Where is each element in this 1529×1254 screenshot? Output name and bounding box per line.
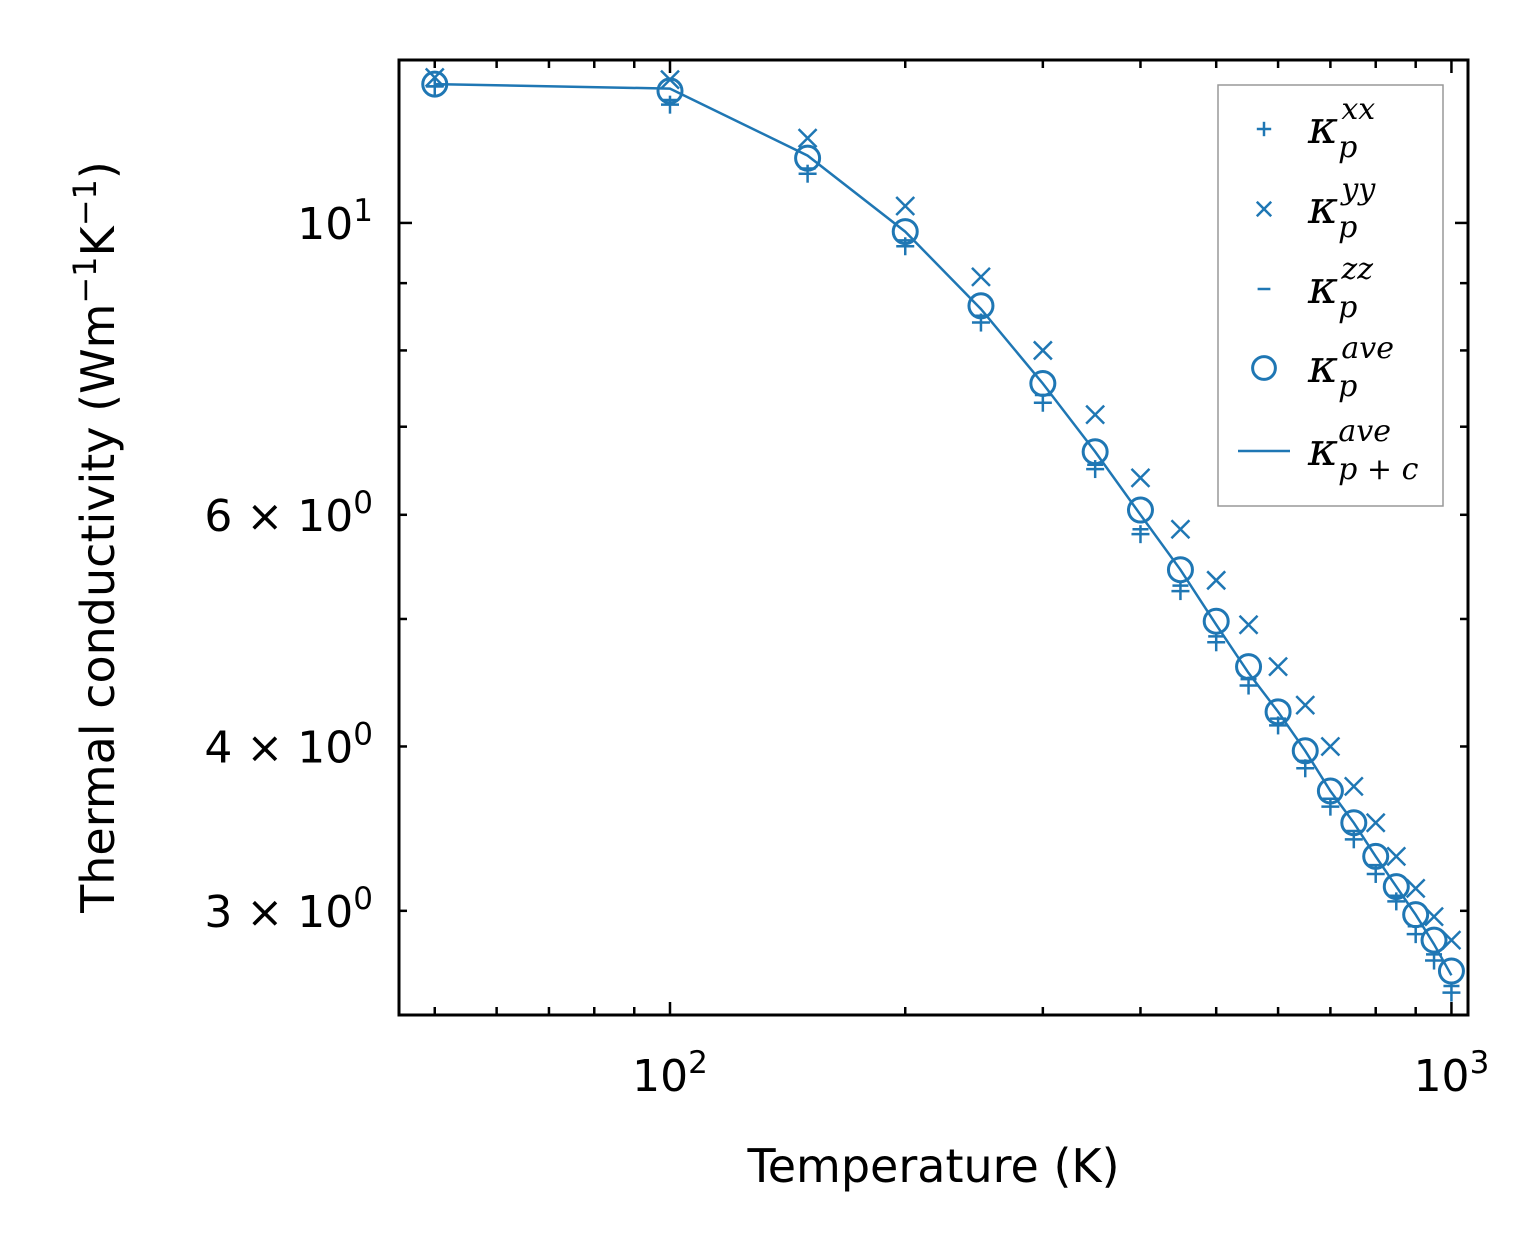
data-point-circle <box>1402 901 1430 929</box>
legend-marker-circle <box>1251 355 1277 381</box>
data-point-x <box>1032 340 1053 361</box>
legend-label: κpzz <box>1307 252 1373 325</box>
data-point-plus <box>1406 925 1425 944</box>
axes <box>397 58 1470 1017</box>
data-point-circle <box>1382 873 1410 901</box>
data-point-plus <box>660 95 679 114</box>
data-point-x <box>1295 695 1316 716</box>
series-line <box>434 82 1453 976</box>
y-tick-label: 4 × 100 <box>204 716 373 773</box>
data-point-x <box>971 266 991 287</box>
y-tick-label: 6 × 100 <box>204 485 373 542</box>
data-point-plus <box>1131 525 1150 544</box>
x-tick-label: 103 <box>1414 1045 1490 1102</box>
legend-label: κp + cave <box>1307 414 1419 487</box>
data-point-x <box>1365 812 1386 833</box>
data-point-circle <box>1126 496 1154 524</box>
data-point-circle <box>967 292 995 320</box>
data-point-x <box>895 196 916 216</box>
plot-area <box>421 67 1465 1002</box>
data-point-x <box>1405 878 1426 899</box>
data-point-x <box>1170 519 1191 540</box>
data-point-circle <box>1291 737 1319 765</box>
data-point-circle <box>1340 809 1368 837</box>
data-point-circle <box>1235 653 1263 681</box>
plot-frame <box>397 58 1470 1017</box>
data-point-x <box>1268 656 1288 677</box>
data-point-x <box>1343 776 1364 797</box>
data-point-circle <box>891 218 919 246</box>
legend-entry: κpave <box>1251 331 1394 404</box>
data-point-circle <box>1166 556 1194 584</box>
y-tick-label: 3 × 100 <box>204 881 373 938</box>
data-point-x <box>1238 614 1259 635</box>
x-tick-label: 102 <box>632 1045 708 1102</box>
legend-label: κpave <box>1307 331 1394 404</box>
axis-labels: 102 103 101 6 × 100 4 × 100 3 × 100 Temperatur… <box>66 161 1489 1193</box>
data-point-x <box>1320 736 1341 757</box>
legend-box <box>1217 84 1444 507</box>
data-point-circle <box>1202 607 1230 635</box>
legend-marker-plus <box>1256 121 1272 137</box>
y-tick-label: 101 <box>297 193 373 250</box>
legend-entry: κp + cave <box>1238 414 1419 487</box>
data-point-x <box>1085 404 1106 425</box>
data-point-circle <box>1316 777 1344 805</box>
data-point-x <box>1130 468 1151 488</box>
y-axis-title: Thermal conductivity (Wm−1K−1) <box>66 161 125 914</box>
data-point-circle <box>1362 842 1390 870</box>
data-point-x <box>797 128 818 149</box>
data-point-circle <box>1437 957 1465 985</box>
legend-entry: κpxx <box>1256 92 1375 165</box>
legend-label: κpxx <box>1307 92 1375 165</box>
data-point-circle <box>1264 698 1292 726</box>
legend-entry: κpzz <box>1257 252 1373 325</box>
data-point-circle <box>794 144 822 172</box>
data-point-circle <box>1420 926 1448 954</box>
data-point-circle <box>1029 370 1057 398</box>
data-point-x <box>1206 570 1227 591</box>
legend-marker-x <box>1255 200 1273 218</box>
data-point-x <box>1386 846 1407 867</box>
data-point-plus <box>1321 797 1340 816</box>
series-ave-circle <box>421 70 1465 985</box>
data-point-circle <box>656 77 684 105</box>
data-point-circle <box>1081 438 1109 466</box>
series-ave-line <box>434 82 1453 976</box>
legend-entry: κpyy <box>1255 172 1376 245</box>
x-axis-title: Temperature (K) <box>746 1139 1119 1193</box>
legend-label: κpyy <box>1307 172 1376 245</box>
